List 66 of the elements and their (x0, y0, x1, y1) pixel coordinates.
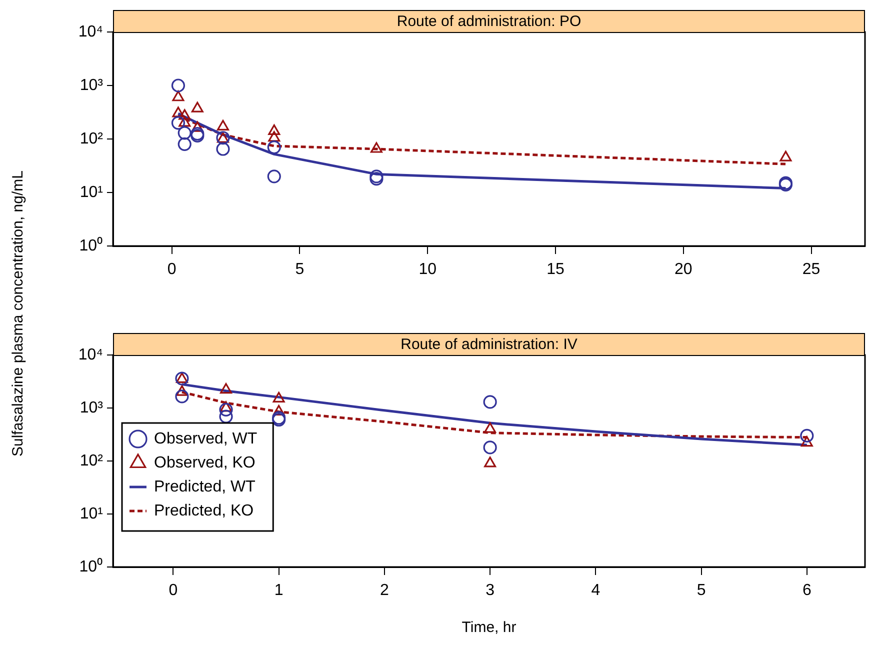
y-tick-label: 10⁴ (78, 346, 104, 364)
point (219, 410, 233, 424)
point (176, 385, 188, 396)
point (178, 116, 191, 127)
y-tick-label: 10³ (80, 399, 104, 416)
point (267, 140, 281, 154)
x-tick-label: 3 (486, 582, 495, 600)
point (178, 126, 192, 140)
legend-label: Observed, KO (154, 454, 256, 472)
legend-label: Observed, WT (154, 430, 258, 448)
y-tick-label: 10³ (80, 76, 104, 94)
y-tick-label: 10² (80, 452, 104, 470)
point (175, 372, 189, 386)
x-tick-label: 1 (274, 582, 284, 600)
legend-label: Predicted, KO (154, 502, 254, 520)
x-tick-label: 5 (696, 582, 706, 600)
y-tick-label: 10⁰ (79, 236, 103, 254)
point (780, 150, 792, 162)
point (272, 392, 285, 402)
x-tick-label: 20 (674, 261, 692, 278)
x-tick-label: 25 (802, 261, 820, 278)
point (484, 422, 496, 433)
point (172, 106, 184, 118)
x-tick-label: 4 (591, 582, 600, 600)
point (219, 402, 233, 416)
x-axis-title: Time, hr (460, 619, 518, 636)
point (171, 116, 186, 130)
point (191, 102, 204, 112)
x-tick-label: 5 (295, 261, 304, 278)
point (175, 390, 189, 404)
x-tick-label: 10 (418, 261, 437, 278)
chart-title: Route of administration: PO (113, 10, 865, 33)
y-tick-label: 10¹ (80, 505, 103, 522)
y-tick-label: 10¹ (80, 184, 103, 201)
legend-label: Predicted, WT (154, 478, 256, 496)
point (178, 137, 192, 151)
y-tick-label: 10⁴ (78, 23, 104, 40)
y-tick-label: 10⁰ (79, 557, 103, 576)
point (216, 120, 229, 130)
point (176, 372, 188, 383)
point (267, 170, 281, 184)
x-tick-label: 2 (380, 582, 389, 600)
point (370, 142, 382, 153)
point (191, 121, 204, 132)
chart-title: Route of administration: IV (113, 333, 865, 356)
point (178, 109, 191, 120)
point (800, 436, 813, 447)
y-axis-title: Sulfasalazine plasma concentration, ng/mL (10, 170, 26, 456)
point (172, 90, 184, 102)
y-tick-label: 10² (80, 130, 104, 148)
x-tick-label: 6 (802, 582, 812, 600)
x-tick-label: 0 (168, 582, 178, 600)
point (483, 395, 497, 409)
x-tick-label: 15 (546, 261, 565, 278)
point (268, 131, 280, 142)
point (216, 142, 230, 156)
point (370, 172, 384, 186)
point (800, 428, 814, 443)
point (220, 401, 232, 412)
point (268, 124, 280, 135)
point (370, 170, 384, 184)
point (272, 404, 285, 416)
point (483, 440, 497, 454)
point (220, 383, 232, 394)
x-tick-label: 0 (167, 261, 176, 278)
point (484, 456, 496, 468)
